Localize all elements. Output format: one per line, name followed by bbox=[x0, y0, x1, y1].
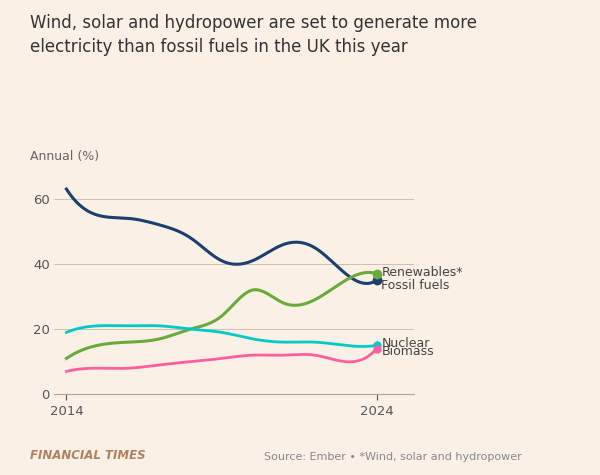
Text: Wind, solar and hydropower are set to generate more
electricity than fossil fuel: Wind, solar and hydropower are set to ge… bbox=[30, 14, 477, 56]
Text: FINANCIAL TIMES: FINANCIAL TIMES bbox=[30, 449, 146, 462]
Text: Source: Ember • *Wind, solar and hydropower: Source: Ember • *Wind, solar and hydropo… bbox=[264, 452, 522, 462]
Text: Renewables*: Renewables* bbox=[382, 266, 463, 279]
Text: Nuclear: Nuclear bbox=[382, 337, 430, 350]
Text: Fossil fuels: Fossil fuels bbox=[382, 279, 450, 292]
Text: Biomass: Biomass bbox=[382, 345, 434, 359]
Text: Annual (%): Annual (%) bbox=[30, 150, 99, 162]
